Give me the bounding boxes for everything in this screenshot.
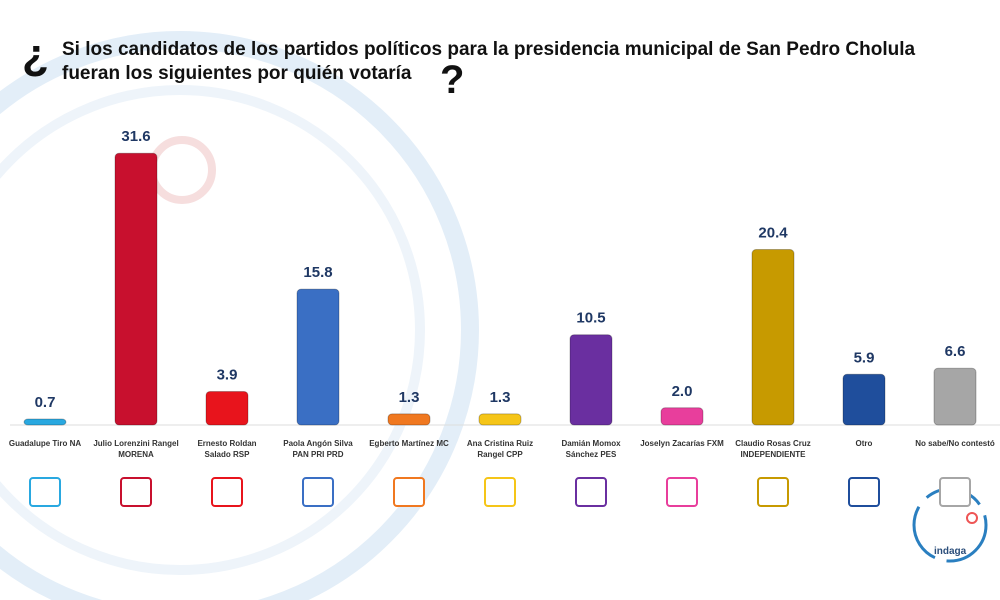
- decoration: [148, 136, 216, 204]
- category-label: Ana Cristina Ruiz Rangel CPP: [466, 439, 534, 459]
- brand-logo: [966, 512, 978, 524]
- decoration: [0, 31, 479, 600]
- party-logo: [120, 477, 152, 507]
- bar: [842, 373, 886, 426]
- value-label: 20.4: [758, 225, 788, 242]
- bar: [114, 152, 158, 426]
- value-label: 15.8: [303, 264, 332, 281]
- decoration: [0, 85, 425, 575]
- bar: [660, 407, 704, 426]
- value-label: 3.9: [217, 366, 238, 383]
- bar: [933, 367, 977, 426]
- party-logo: [848, 477, 880, 507]
- category-label: Otro: [855, 439, 873, 448]
- category-label: No sabe/No contestó: [915, 439, 995, 448]
- category-label: Julio Lorenzini Rangel MORENA: [93, 439, 179, 459]
- category-label: Ernesto Roldan Salado RSP: [197, 439, 257, 459]
- value-label: 5.9: [854, 349, 875, 366]
- value-label: 0.7: [35, 394, 56, 411]
- category-label: Guadalupe Tiro NA: [8, 439, 82, 448]
- party-logo: [393, 477, 425, 507]
- category-label: Paola Angón Silva PAN PRI PRD: [283, 439, 353, 459]
- party-logo: [757, 477, 789, 507]
- value-label: 10.5: [576, 310, 605, 327]
- value-label: 1.3: [490, 389, 511, 406]
- party-logo: [575, 477, 607, 507]
- value-label: 2.0: [672, 383, 693, 400]
- bar: [751, 249, 795, 426]
- bar: [296, 288, 340, 426]
- party-logo: [666, 477, 698, 507]
- bar: [23, 418, 67, 426]
- category-label: Damián Momox Sánchez PES: [561, 439, 621, 459]
- category-label: Joselyn Zacarías FXM: [640, 439, 724, 448]
- category-label: Claudio Rosas Cruz INDEPENDIENTE: [735, 439, 811, 459]
- party-logo: [211, 477, 243, 507]
- bar: [569, 334, 613, 426]
- title-mark: ¿: [22, 30, 49, 79]
- value-label: 6.6: [945, 343, 966, 360]
- party-logo: [29, 477, 61, 507]
- title-mark: ?: [440, 58, 465, 102]
- value-label: 1.3: [399, 389, 420, 406]
- bar: [478, 413, 522, 426]
- chart-title: Si los candidatos de los partidos políti…: [62, 39, 916, 84]
- category-label: Egberto Martínez MC: [369, 439, 449, 448]
- brand: indaga: [934, 546, 967, 557]
- party-logo: [939, 477, 971, 507]
- bar: [387, 413, 431, 426]
- value-label: 31.6: [121, 128, 150, 145]
- party-logo: [484, 477, 516, 507]
- party-logo: [302, 477, 334, 507]
- bar: [205, 390, 249, 426]
